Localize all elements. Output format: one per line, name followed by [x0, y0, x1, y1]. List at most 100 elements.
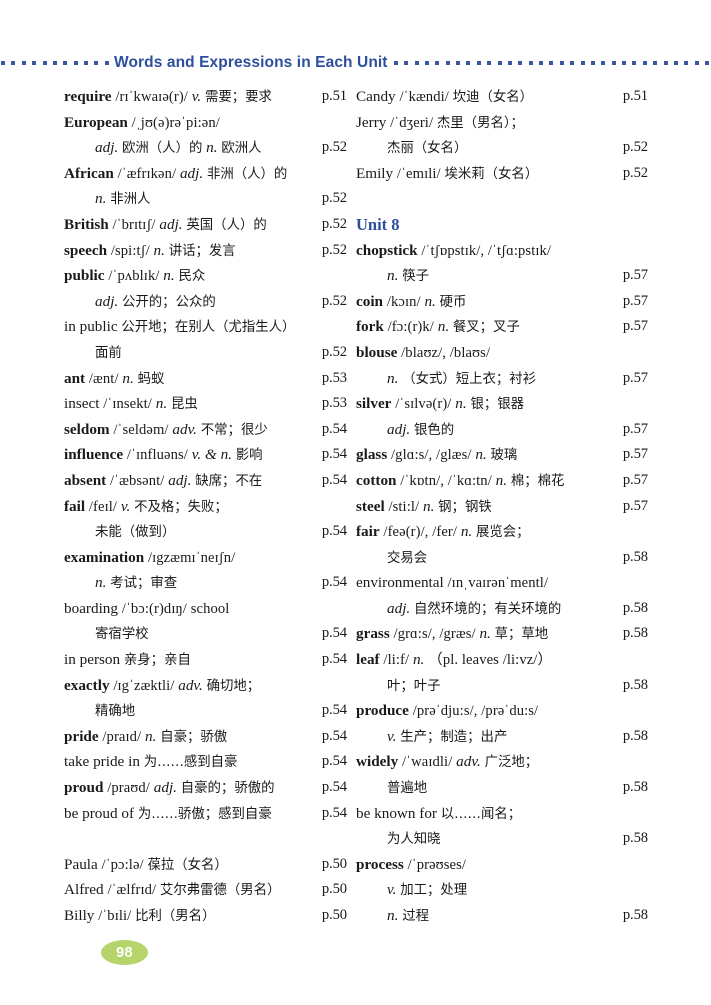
page-reference: p.52 [321, 292, 347, 309]
header-dot [104, 61, 109, 65]
gloss: 公开的；公众的 [122, 294, 216, 310]
vocabulary-line-text: 精确地 [95, 702, 135, 719]
vocabulary-entry: Billy /ˈbɪli/ 比利（男名） p.50 [64, 903, 347, 929]
unit-heading: Unit 8 [356, 214, 400, 234]
header-dot [32, 61, 37, 65]
gloss: 面前 [95, 345, 122, 361]
vocabulary-line-text: Jerry /ˈdʒeri/ 杰里（男名）； [356, 114, 524, 131]
vocabulary-line-text: n. 考试；审查 [95, 574, 177, 591]
vocabulary-line: Billy /ˈbɪli/ 比利（男名） p.50 [64, 903, 347, 929]
vocabulary-entry: process /ˈprəʊses/ v. 加工；处理 n. 过程 p.58 [356, 852, 648, 929]
vocabulary-line-text: fork /fɔ:(r)k/ n. 餐叉；叉子 [356, 318, 520, 335]
gloss: 艾尔弗雷德（男名） [159, 883, 281, 899]
headword: fork [356, 318, 384, 336]
part-of-speech: n. [145, 727, 157, 745]
header-dot [673, 61, 678, 65]
header-dot [52, 61, 57, 65]
header-dot [73, 61, 78, 65]
phonetic-transcription: /ˈælfrɪd/ [107, 882, 157, 899]
gloss: 钢；钢铁 [438, 499, 492, 515]
headword: speech [64, 241, 108, 259]
headword: influence [64, 446, 124, 464]
header-dot [404, 61, 409, 65]
vocabulary-line: adj. 欧洲（人）的 n. 欧洲人 p.52 [64, 135, 347, 161]
page-reference: p.50 [321, 907, 347, 923]
page-reference: p.57 [622, 267, 648, 284]
phonetic-transcription: /ˈkɒtn/, /ˈkɑ:tn/ [400, 472, 492, 489]
vocabulary-line: steel /sti:l/ n. 钢；钢铁 p.57 [356, 494, 648, 520]
page-reference: p.57 [622, 446, 648, 463]
headword: blouse [356, 343, 398, 361]
page-reference: p.58 [622, 727, 648, 744]
vocabulary-line-text: n. 筷子 [387, 267, 429, 284]
vocabulary-line-text: in person 亲身；亲自 [64, 651, 191, 668]
gloss: 精确地 [95, 704, 136, 720]
phonetic-transcription: /ɪgˈzæktli/ [113, 677, 175, 694]
vocabulary-line-text: insect /ˈɪnsekt/ n. 昆虫 [64, 395, 198, 412]
vocabulary-line-text: require /rɪˈkwaɪə(r)/ v. 需要；要求 [64, 88, 272, 105]
page-reference: p.51 [321, 88, 347, 104]
vocabulary-line: Paula /ˈpɔ:lə/ 葆拉（女名） p.50 [64, 852, 347, 878]
vocabulary-line: chopstick /ˈtʃɒpstɪk/, /ˈtʃɑ:pstɪk/ [356, 238, 648, 264]
vocabulary-line-text: examination /ɪgzæmɪˈneɪʃn/ [64, 549, 235, 566]
vocabulary-line: fair /feə(r)/, /fer/ n. 展览会； [356, 519, 648, 545]
gloss: 公开地；在别人（尤指生人） [121, 320, 296, 336]
vocabulary-line-text: adj. 公开的；公众的 [95, 293, 216, 310]
vocabulary-entry: cotton /ˈkɒtn/, /ˈkɑ:tn/ n. 棉；棉花 p.57 [356, 468, 648, 494]
page-reference: p.54 [321, 625, 347, 642]
vocabulary-line-text: n. （女式）短上衣；衬衫 [387, 370, 536, 387]
page-reference: p.57 [622, 471, 648, 488]
vocabulary-entry: boarding /ˈbɔ:(r)dɪŋ/ school 寄宿学校 p.54 [64, 596, 347, 647]
headword: be proud of [64, 804, 135, 822]
vocabulary-entry: environmental /ɪnˌvaɪrənˈmentl/ adj. 自然环… [356, 570, 648, 621]
vocabulary-line-text: steel /sti:l/ n. 钢；钢铁 [356, 498, 492, 515]
gloss: 杰里（男名）； [436, 115, 524, 131]
header-dot [632, 61, 637, 65]
vocabulary-line-text: 普遍地 [387, 779, 427, 796]
page-reference: p.58 [622, 625, 648, 642]
vocabulary-line: glass /glɑ:s/, /glæs/ n. 玻璃 p.57 [356, 442, 648, 468]
vocabulary-entry: exactly /ɪgˈzæktli/ adv. 确切地； 精确地 p.54 [64, 673, 347, 724]
gloss: 硬币 [439, 294, 467, 310]
headword: Candy [356, 88, 396, 105]
part-of-speech: n. [460, 523, 473, 541]
part-of-speech: n. [455, 395, 467, 413]
header-dot [435, 61, 440, 65]
vocabulary-line-text: adj. 银色的 [387, 421, 454, 438]
vocabulary-line: widely /ˈwaɪdli/ adv. 广泛地； [356, 749, 648, 775]
header-dot [694, 61, 699, 65]
headword: produce [356, 702, 409, 720]
vocabulary-line-text: chopstick /ˈtʃɒpstɪk/, /ˈtʃɑ:pstɪk/ [356, 242, 551, 259]
vocabulary-line-text: Candy /ˈkændi/ 坎迪（女名） [356, 88, 533, 105]
headword: Alfred [64, 881, 104, 899]
vocabulary-line: 交易会 p.58 [356, 545, 648, 571]
header-dot [424, 61, 429, 65]
part-of-speech: adj. [159, 215, 183, 233]
gloss: 坎迪（女名） [452, 90, 534, 105]
page-reference: p.58 [622, 548, 648, 565]
vocabulary-line: influence /ˈɪnfluəns/ v. & n. 影响 p.54 [64, 442, 347, 468]
vocabulary-line: fail /feɪl/ v. 不及格；失败； [64, 494, 347, 520]
phonetic-transcription: /praɪd/ [102, 728, 142, 745]
phonetic-transcription: /ɪnˌvaɪrənˈmentl/ [447, 575, 549, 592]
header-dot [528, 61, 533, 65]
vocabulary-entry: in person 亲身；亲自 p.54 [64, 647, 347, 673]
phonetic-transcription: /ˈprəʊses/ [407, 856, 467, 873]
page-reference: p.53 [321, 395, 347, 412]
gloss: （pl. leaves /li:vz/） [428, 652, 553, 669]
vocabulary-line-text: environmental /ɪnˌvaɪrənˈmentl/ [356, 574, 548, 591]
page-reference: p.52 [321, 190, 347, 207]
phonetic-transcription: /ˈbɔ:(r)dɪŋ/ [121, 600, 187, 617]
vocabulary-line: v. 生产；制造；出产 p.58 [356, 724, 648, 750]
header-dot [663, 61, 668, 65]
vocabulary-line: Alfred /ˈælfrɪd/ 艾尔弗雷德（男名） p.50 [64, 877, 347, 903]
headword: widely [356, 753, 399, 771]
page-reference: p.54 [321, 471, 347, 488]
page-reference: p.57 [622, 369, 648, 386]
header-dot [653, 61, 658, 65]
vocabulary-line: ant /ænt/ n. 蚂蚁 p.53 [64, 366, 347, 392]
phonetic-transcription: /ɪgzæmɪˈneɪʃn/ [147, 549, 236, 566]
page-reference: p.50 [321, 855, 347, 872]
vocabulary-line: Emily /ˈemɪli/ 埃米莉（女名） p.52 [356, 161, 648, 187]
vocabulary-line: 精确地 p.54 [64, 698, 347, 724]
